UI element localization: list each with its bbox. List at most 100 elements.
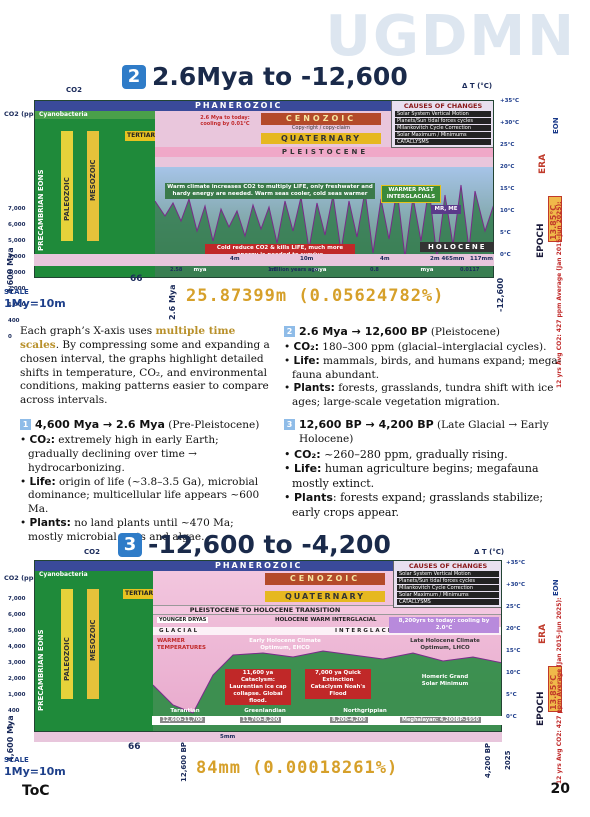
list-item: • CO₂: extremely high in early Earth; gr… <box>20 434 219 474</box>
eon-side-label: EON <box>552 117 560 134</box>
co2-tick: 4,000 <box>8 644 26 650</box>
x-axis-label: 117mm <box>470 256 493 262</box>
co2-tick: 6,000 <box>8 612 26 618</box>
list-item: • Life: human agriculture begins; megafa… <box>284 462 539 490</box>
section-1-title: 4,600 Mya → 2.6 Mya <box>35 418 165 432</box>
scale-label: SCALE <box>4 288 29 296</box>
cooling-note: 8,200yrs to today: cooling by 2.0°C <box>389 617 499 633</box>
temp-tick: 0°C <box>506 714 517 720</box>
section-3-title: 12,600 BP → 4,200 BP <box>299 418 434 432</box>
co2-tick: 0 <box>8 334 12 340</box>
temp-tick: 15°C <box>500 186 515 192</box>
x-axis-number: 0.8 <box>370 267 379 273</box>
causes-item: Solar Maximum / Minimums <box>397 592 499 598</box>
cataclysm-2-box: 7,000 ya Quick Extinction Cataclysm Noah… <box>305 669 371 699</box>
age-mid-label: 2.6 Mya <box>168 284 177 320</box>
causes-legend: CAUSES OF CHANGES Solar System Vertical … <box>393 561 501 608</box>
cenozoic-label: CENOZOIC <box>285 114 357 123</box>
section-2-title: 2.6 Mya → 12,600 BP <box>299 325 428 338</box>
panel-title: 2 2.6Mya to -12,600 <box>122 62 408 91</box>
temp-tick: +30°C <box>506 582 526 588</box>
meghalayan-label: Meghalayan: 4,200BP-1950 <box>400 717 481 723</box>
age-c-label: 2025 <box>504 750 512 770</box>
causes-item: Solar System Vertical Motion <box>395 111 491 117</box>
younger-dryas-label: YOUNGER DRYAS <box>157 617 209 623</box>
intro-text-rest: . By compressing some and expanding a ch… <box>20 338 270 407</box>
paleozoic-label: PALEOZOIC <box>63 177 71 221</box>
causes-title: CAUSES OF CHANGES <box>408 562 488 570</box>
co2-tick: 2,000 <box>8 286 26 292</box>
era-side-label: ERA <box>538 153 548 174</box>
axis-5mm-label: 5mm <box>220 734 236 740</box>
causes-item: CATACLYSMS <box>397 599 499 605</box>
section-1-subtitle: (Pre-Pleistocene) <box>168 419 260 432</box>
chart-panel-holocene-transition: 3 -12,600 to -4,200 CO2 Δ T (°C) CO2 (pp… <box>0 530 590 790</box>
section-1-list: • CO₂: extremely high in early Earth; gr… <box>20 434 272 545</box>
co2-tick: 5,000 <box>8 238 26 244</box>
section-3-header: 3 12,600 BP → 4,200 BP (Late Glacial → E… <box>284 418 574 447</box>
temp-tick: 20°C <box>500 164 515 170</box>
cyanobacteria-label: Cyanobacteria <box>39 111 88 118</box>
age-a-label: 12,600 BP <box>180 742 188 782</box>
temp-tick: 0°C <box>500 252 511 258</box>
co2-axis-title: CO2 (ppm) <box>4 110 44 118</box>
tarantian-label: Tarantian <box>170 708 200 714</box>
co2-tick: 3,000 <box>8 270 26 276</box>
x-axis-label: 2m 465mm <box>430 256 465 262</box>
paleozoic-label: PALEOZOIC <box>63 637 71 681</box>
co2-tick: 7,000 <box>8 596 26 602</box>
quaternary-label: QUATERNARY <box>284 592 366 601</box>
age-left-label: 4,600 Mya <box>6 247 15 294</box>
toc-link[interactable]: ToC <box>22 783 50 799</box>
epoch-side-label: EPOCH <box>536 223 546 258</box>
causes-legend: CAUSES OF CHANGES Solar System Vertical … <box>391 101 493 148</box>
precambrian-label: PRECAMBRIAN EONS <box>37 169 45 252</box>
today-cooling-note: 2.6 Mya to today: cooling by 0.01°C <box>200 115 250 127</box>
watermark-logo: UGDMN <box>325 4 576 69</box>
causes-title: CAUSES OF CHANGES <box>403 102 483 110</box>
age-b-label: 4,200 BP <box>484 742 492 778</box>
panel-length-value: 25.87399m (0.05624782%) <box>186 286 445 306</box>
intro-paragraph: Each graph’s X-axis uses multiple time s… <box>20 325 272 408</box>
mesozoic-label: MESOZOIC <box>89 619 97 661</box>
section-number-badge: 3 <box>118 532 142 557</box>
delta-t-label: Δ T (°C) <box>462 82 493 90</box>
temp-tick: 15°C <box>506 648 521 654</box>
list-item: • CO₂: 180–300 ppm (glacial–interglacial… <box>284 340 547 353</box>
age-right-label: -12,600 <box>496 277 505 312</box>
pleistocene-label: PLEISTOCENE <box>281 148 369 156</box>
panel-length-value: 84mm (0.00018261%) <box>196 758 399 778</box>
lhco-label: Late Holocene Climate Optimum, LHCO <box>410 638 480 651</box>
delta-t-label: Δ T (°C) <box>474 548 505 556</box>
section-2-subtitle: (Pleistocene) <box>430 326 501 338</box>
list-item: • Life: origin of life (~3.8–3.5 Ga), mi… <box>20 475 260 516</box>
scale-label: SCALE <box>4 756 29 764</box>
section-3-list: • CO₂: ~260–280 ppm, gradually rising. •… <box>284 448 574 521</box>
causes-item: Milankovitch Cycle Correction <box>397 585 499 591</box>
temp-tick: 25°C <box>506 604 521 610</box>
eon-bar-label: PHANEROZOIC <box>195 101 283 110</box>
interglacial-label: INTERGLACIAL <box>335 628 404 634</box>
holocene-label: HOLOCENE <box>428 243 487 251</box>
list-item: • Life: mammals, birds, and humans expan… <box>284 354 562 381</box>
co2-tick: 0 <box>8 724 12 730</box>
section-3-subtitle: (Late Glacial → Early Holocene) <box>299 419 549 446</box>
stage-range-1: 12,600-11,700 <box>160 717 205 723</box>
co2-tick: 3,000 <box>8 660 26 666</box>
glacial-label: GLACIAL <box>159 628 200 634</box>
co2-tick: 400 <box>8 318 20 324</box>
stage-range-3: 8,200-4,200 <box>330 717 368 723</box>
co2-tick: 400 <box>8 708 20 714</box>
epoch-side-label: EPOCH <box>536 691 546 726</box>
quaternary-label: QUATERNARY <box>280 134 362 143</box>
age-left-label: 4,600 Mya <box>6 715 15 762</box>
warm-climate-box: Warm climate increases CO2 to multiply L… <box>165 183 375 199</box>
section-2-list: • CO₂: 180–300 ppm (glacial–interglacial… <box>284 341 574 410</box>
x-axis-number: 2.58 <box>170 267 183 273</box>
co2-tick: 2,000 <box>8 676 26 682</box>
x-axis-label: 4m <box>380 256 390 262</box>
warmer-past-box: WARMER PAST INTERGLACIALS <box>381 185 441 203</box>
temp-tick: 5°C <box>500 230 511 236</box>
homeric-label: Homeric Grand Solar Minimum <box>421 674 469 687</box>
causes-item: Milankovitch Cycle Correction <box>395 125 491 131</box>
